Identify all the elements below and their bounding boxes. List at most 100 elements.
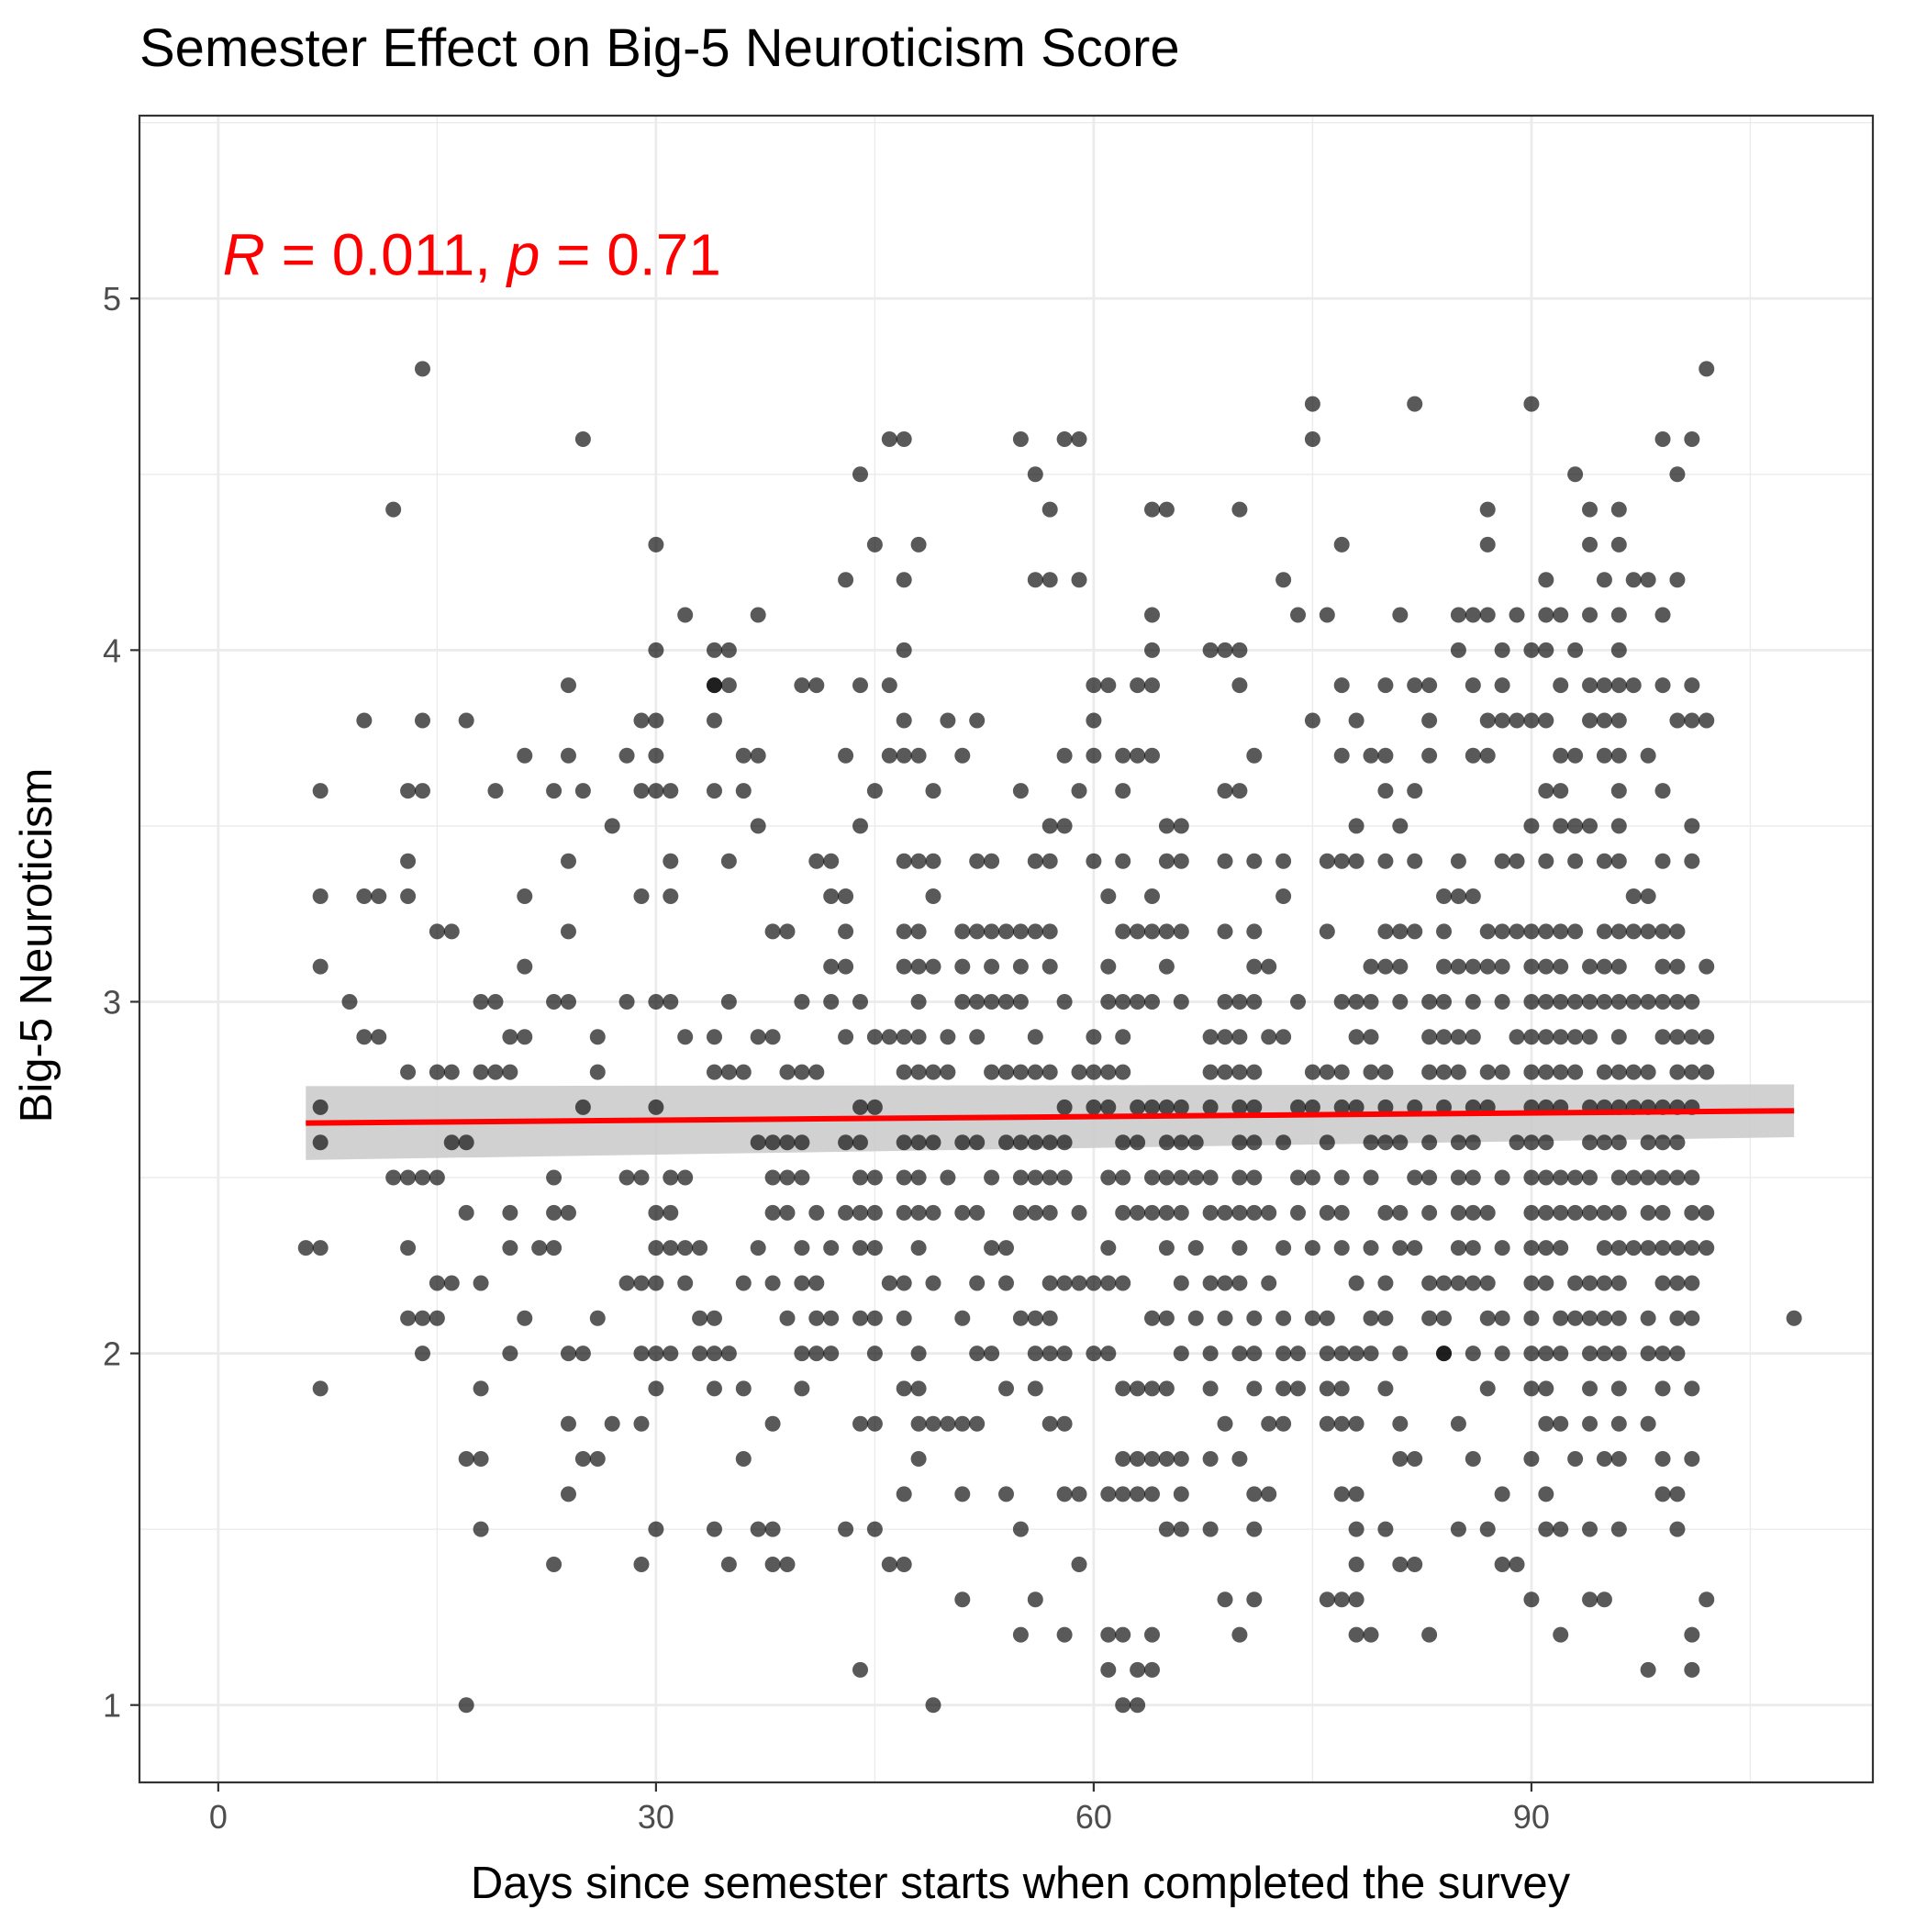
data-point (1363, 958, 1379, 975)
data-point (1654, 1204, 1671, 1221)
data-point (385, 501, 402, 518)
data-point (735, 1380, 752, 1397)
data-point (1538, 1064, 1554, 1080)
data-point (1158, 1380, 1175, 1397)
data-point (1231, 1029, 1248, 1045)
data-point (764, 1521, 781, 1537)
data-point (1654, 853, 1671, 869)
data-point (1669, 1169, 1686, 1186)
data-point (648, 783, 664, 799)
data-point (1596, 572, 1612, 588)
data-point (808, 677, 825, 694)
data-point (852, 1310, 868, 1326)
data-point (1319, 1064, 1335, 1080)
data-point (1275, 1134, 1292, 1151)
data-point (1610, 1521, 1627, 1537)
data-point (443, 1064, 460, 1080)
data-point (1319, 1134, 1335, 1151)
data-point (984, 993, 1000, 1010)
data-point (458, 1451, 474, 1468)
data-point (1333, 1415, 1350, 1432)
data-point (1290, 993, 1307, 1010)
data-point (414, 1169, 430, 1186)
data-point (1261, 1415, 1277, 1432)
data-point (1421, 1029, 1438, 1045)
data-point (1479, 501, 1496, 518)
data-point (1275, 888, 1292, 905)
data-point (1553, 1064, 1569, 1080)
data-point (896, 1310, 912, 1326)
data-point (1377, 958, 1394, 975)
data-point (648, 712, 664, 729)
data-point (1130, 1134, 1146, 1151)
data-point (589, 1029, 606, 1045)
data-point (1027, 1591, 1043, 1608)
data-point (1553, 993, 1569, 1010)
data-point (1494, 853, 1510, 869)
data-point (823, 993, 840, 1010)
data-point (838, 747, 854, 764)
data-point (1071, 572, 1087, 588)
y-tick-label: 3 (103, 983, 121, 1021)
data-point (1056, 818, 1073, 834)
data-point (1027, 1134, 1043, 1151)
data-point (663, 888, 679, 905)
data-point (517, 888, 533, 905)
data-point (984, 923, 1000, 940)
data-point (1654, 1169, 1671, 1186)
data-point (1494, 1064, 1510, 1080)
data-point (1377, 853, 1394, 869)
data-point (764, 1556, 781, 1572)
data-point (1115, 1134, 1131, 1151)
data-point (1246, 958, 1263, 975)
data-point (1100, 1626, 1117, 1643)
data-point (546, 993, 563, 1010)
data-point (1582, 1275, 1598, 1291)
data-point (1523, 958, 1540, 975)
data-point (1333, 1346, 1350, 1362)
data-point (458, 712, 474, 729)
data-point (779, 923, 796, 940)
data-point (1115, 993, 1131, 1010)
data-point (896, 1169, 912, 1186)
data-point (1158, 1169, 1175, 1186)
data-point (429, 923, 445, 940)
data-point (1523, 993, 1540, 1010)
data-point (1217, 642, 1233, 658)
data-point (1669, 1064, 1686, 1080)
data-point (764, 1169, 781, 1186)
data-point (1625, 1240, 1642, 1256)
data-point (1377, 747, 1394, 764)
data-point (1654, 783, 1671, 799)
data-point (1173, 1451, 1189, 1468)
data-point (1071, 783, 1087, 799)
data-point (720, 642, 737, 658)
data-point (1640, 1346, 1656, 1362)
data-point (1610, 677, 1627, 694)
data-point (1640, 747, 1656, 764)
data-point (1231, 1204, 1248, 1221)
data-point (1144, 1169, 1161, 1186)
data-point (808, 853, 825, 869)
data-point (1100, 1661, 1117, 1678)
y-axis-label: Big-5 Neuroticism (12, 768, 61, 1123)
data-point (896, 430, 912, 447)
data-point (1465, 958, 1481, 975)
regression-line (306, 1108, 1795, 1126)
data-point (443, 923, 460, 940)
data-point (1333, 536, 1350, 553)
data-point (1377, 1099, 1394, 1115)
data-point (1553, 607, 1569, 623)
data-point (1407, 923, 1423, 940)
data-point (1654, 1240, 1671, 1256)
data-point (1130, 1697, 1146, 1714)
data-point (1333, 993, 1350, 1010)
data-point (1100, 1169, 1117, 1186)
data-point (443, 1275, 460, 1291)
data-point (1699, 361, 1715, 377)
data-point (1173, 1275, 1189, 1291)
data-point (1158, 1451, 1175, 1468)
data-point (1012, 1134, 1029, 1151)
data-point (1144, 747, 1161, 764)
